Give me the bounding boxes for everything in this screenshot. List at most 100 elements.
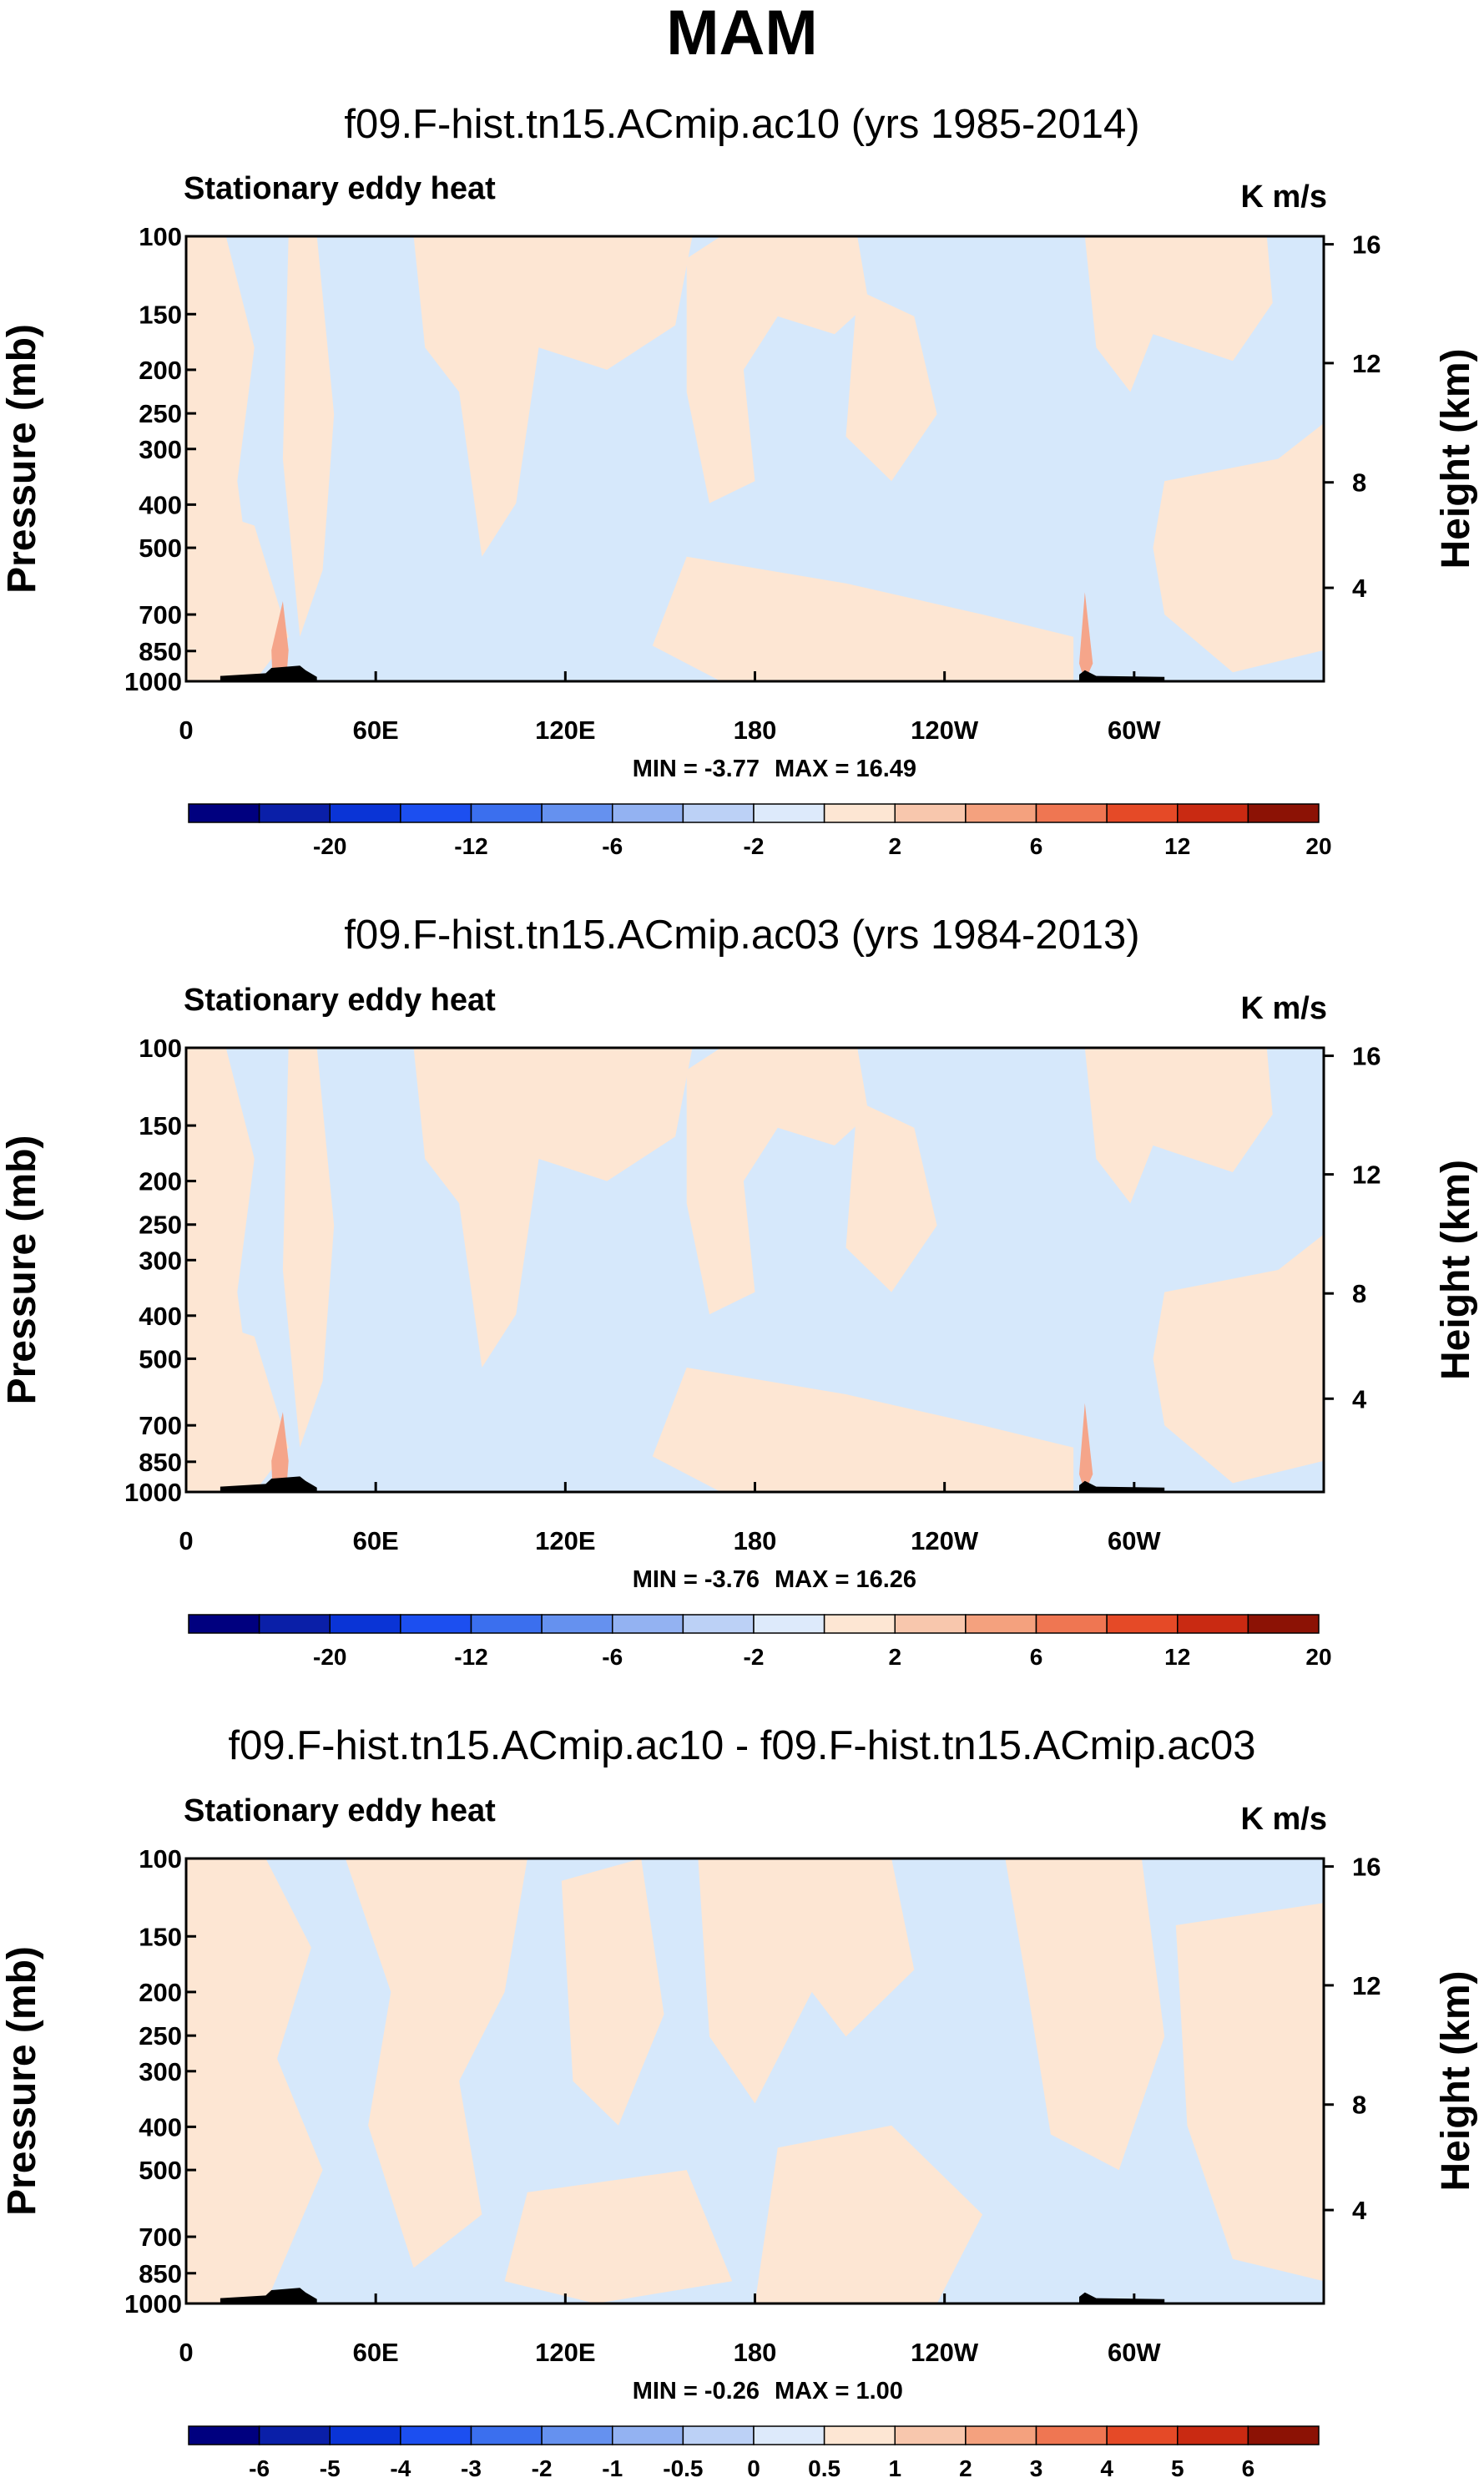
colorbar-label: 1 xyxy=(888,2455,901,2481)
pressure-tick-label: 1000 xyxy=(124,1478,182,1507)
panel-subtitle: Stationary eddy heat xyxy=(184,1793,496,1828)
positive-region xyxy=(504,2170,733,2303)
lon-tick-label: 180 xyxy=(734,716,777,745)
height-tick-label: 16 xyxy=(1352,1042,1381,1071)
colorbar-swatch xyxy=(1177,1614,1249,1634)
pressure-tick-label: 850 xyxy=(139,2259,182,2288)
contour-field xyxy=(186,1858,1324,2303)
positive-region xyxy=(186,503,289,681)
strong-positive-region xyxy=(271,601,289,681)
positive-region xyxy=(1175,1903,1324,2282)
positive-region xyxy=(1153,422,1324,673)
colorbar-swatch xyxy=(1106,1614,1179,1634)
positive-region xyxy=(686,236,869,503)
colorbar-swatch xyxy=(470,2425,543,2445)
colorbar-label: -2 xyxy=(532,2455,553,2481)
colorbar-swatch xyxy=(1177,2425,1249,2445)
pressure-tick-label: 400 xyxy=(139,490,182,519)
colorbar-label: 2 xyxy=(888,833,901,859)
colorbar-swatch xyxy=(612,803,684,823)
pressure-tick-label: 150 xyxy=(139,1922,182,1951)
positive-region xyxy=(561,1858,664,2126)
colorbar-label: -20 xyxy=(313,1644,346,1670)
colorbar-label: 2 xyxy=(959,2455,972,2481)
panel-title: f09.F-hist.tn15.ACmip.ac10 (yrs 1985-201… xyxy=(344,102,1139,147)
lon-tick-label: 0 xyxy=(179,2338,193,2367)
colorbar-label: -1 xyxy=(602,2455,623,2481)
colorbar-label: -6 xyxy=(602,1644,623,1670)
colorbar-swatch xyxy=(329,1614,401,1634)
colorbar-swatch xyxy=(612,2425,684,2445)
colorbar-swatch xyxy=(753,1614,825,1634)
colorbar-swatch xyxy=(965,803,1037,823)
colorbar-swatch xyxy=(823,803,896,823)
colorbar-swatch xyxy=(894,1614,967,1634)
colorbar-label: 2 xyxy=(888,1644,901,1670)
pressure-tick-label: 100 xyxy=(139,1844,182,1874)
pressure-tick-label: 100 xyxy=(139,1034,182,1063)
max-label: MAX = 16.49 xyxy=(775,756,916,782)
positive-region xyxy=(186,1858,323,2303)
panel-3: f09.F-hist.tn15.ACmip.ac10 - f09.F-hist.… xyxy=(0,1723,1478,2481)
colorbar-swatch xyxy=(894,803,967,823)
positive-region xyxy=(413,236,693,557)
positive-region xyxy=(755,2125,983,2303)
positive-region xyxy=(686,1048,869,1315)
colorbar-swatch xyxy=(470,803,543,823)
positive-region xyxy=(652,1368,1074,1492)
strong-positive-region xyxy=(271,1412,289,1492)
height-tick-label: 4 xyxy=(1352,1384,1367,1413)
pressure-tick-label: 500 xyxy=(139,2156,182,2185)
colorbar-label: -2 xyxy=(744,833,765,859)
lon-tick-label: 0 xyxy=(179,1526,193,1555)
colorbar-swatch xyxy=(188,803,260,823)
pressure-tick-label: 850 xyxy=(139,1448,182,1477)
colorbar-label: 12 xyxy=(1164,833,1190,859)
colorbar-label: -3 xyxy=(461,2455,482,2481)
pressure-tick-label: 250 xyxy=(139,399,182,428)
contour-field xyxy=(186,236,1324,681)
positive-region xyxy=(652,556,1074,681)
pressure-tick-label: 250 xyxy=(139,1211,182,1240)
pressure-tick-label: 200 xyxy=(139,1978,182,2007)
terrain-mask xyxy=(1079,1480,1165,1492)
lon-tick-label: 120W xyxy=(911,2338,979,2367)
colorbar-label: 6 xyxy=(1030,833,1043,859)
colorbar-swatch xyxy=(753,803,825,823)
colorbar-label: 6 xyxy=(1030,1644,1043,1670)
strong-positive-region xyxy=(1079,592,1093,681)
colorbar-label: -5 xyxy=(320,2455,341,2481)
height-tick-label: 4 xyxy=(1352,574,1367,603)
colorbar-swatch xyxy=(682,2425,755,2445)
lon-tick-label: 120E xyxy=(535,1526,595,1555)
positive-region xyxy=(845,1100,937,1292)
colorbar-swatch xyxy=(1177,803,1249,823)
panel-title: f09.F-hist.tn15.ACmip.ac10 - f09.F-hist.… xyxy=(229,1723,1256,1768)
pressure-tick-label: 700 xyxy=(139,1411,182,1440)
terrain-mask xyxy=(220,2288,317,2303)
colorbar-swatch xyxy=(258,803,331,823)
colorbar-swatch xyxy=(1247,1614,1320,1634)
y2-axis-label: Height (km) xyxy=(1434,1971,1478,2192)
height-tick-label: 12 xyxy=(1352,1161,1381,1190)
pressure-tick-label: 400 xyxy=(139,1302,182,1331)
colorbar-swatch xyxy=(188,1614,260,1634)
terrain-mask xyxy=(220,1476,317,1492)
colorbar-swatch xyxy=(1247,803,1320,823)
positive-region xyxy=(845,290,937,482)
colorbar: -20 -12 -6 -2 2 6 12 20 xyxy=(188,803,1332,859)
colorbar-label: -6 xyxy=(249,2455,270,2481)
panel-2: f09.F-hist.tn15.ACmip.ac03 (yrs 1984-201… xyxy=(0,913,1478,1670)
positive-region xyxy=(345,1858,527,2268)
pressure-tick-label: 500 xyxy=(139,1344,182,1373)
colorbar-swatch xyxy=(965,2425,1037,2445)
colorbar-label: 0.5 xyxy=(808,2455,840,2481)
min-label: MIN = -0.26 xyxy=(633,2378,760,2405)
positive-region xyxy=(698,1858,915,2104)
colorbar-swatch xyxy=(400,803,472,823)
colorbar-label: 20 xyxy=(1305,1644,1331,1670)
colorbar-swatch xyxy=(1035,803,1108,823)
pressure-tick-label: 200 xyxy=(139,356,182,385)
max-label: MAX = 16.26 xyxy=(775,1566,916,1593)
